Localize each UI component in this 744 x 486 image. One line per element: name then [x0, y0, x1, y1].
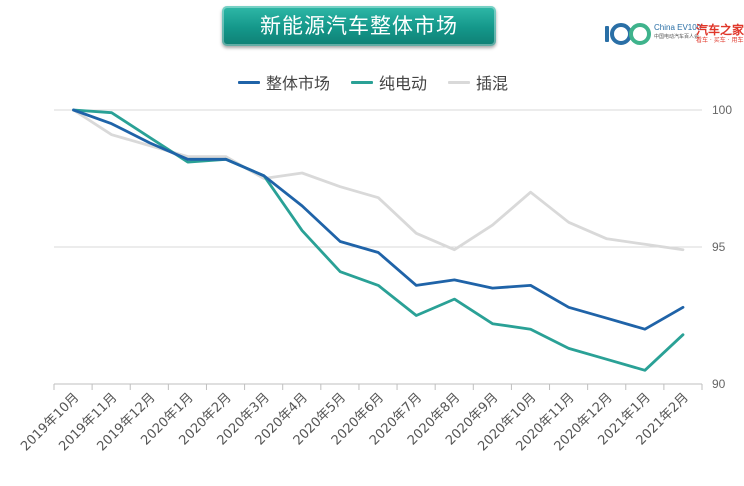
legend-item-bev: 纯电动 — [351, 71, 427, 93]
y-tick-label-90: 90 — [712, 377, 726, 391]
chart-title-banner: 新能源汽车整体市场 — [222, 6, 496, 46]
chart-legend: 整体市场 纯电动 插混 — [0, 71, 744, 93]
legend-item-phev: 插混 — [448, 71, 508, 93]
legend-swatch-phev — [448, 80, 470, 84]
brand-china-text: China EV100 — [654, 23, 702, 32]
legend-label-phev: 插混 — [476, 74, 509, 93]
series-line-2 — [72, 108, 685, 252]
y-tick-label-100: 100 — [712, 103, 732, 117]
legend-label-bev: 纯电动 — [379, 74, 428, 93]
legend-swatch-bev — [351, 80, 373, 84]
ev100-logo-icon — [605, 23, 651, 45]
brand-logo: China EV100 中国电动汽车百人会 汽车之家 看车 · 买车 · 用车 — [604, 18, 744, 46]
legend-item-overall: 整体市场 — [238, 71, 330, 93]
legend-swatch-overall — [238, 80, 260, 84]
legend-label-overall: 整体市场 — [266, 74, 331, 93]
brand-name: 汽车之家 — [696, 23, 744, 37]
brand-subtitle: 中国电动汽车百人会 — [654, 34, 700, 40]
brand-tagline: 看车 · 买车 · 用车 — [696, 37, 744, 44]
y-tick-label-95: 95 — [712, 240, 726, 254]
series-line-0 — [72, 108, 685, 331]
